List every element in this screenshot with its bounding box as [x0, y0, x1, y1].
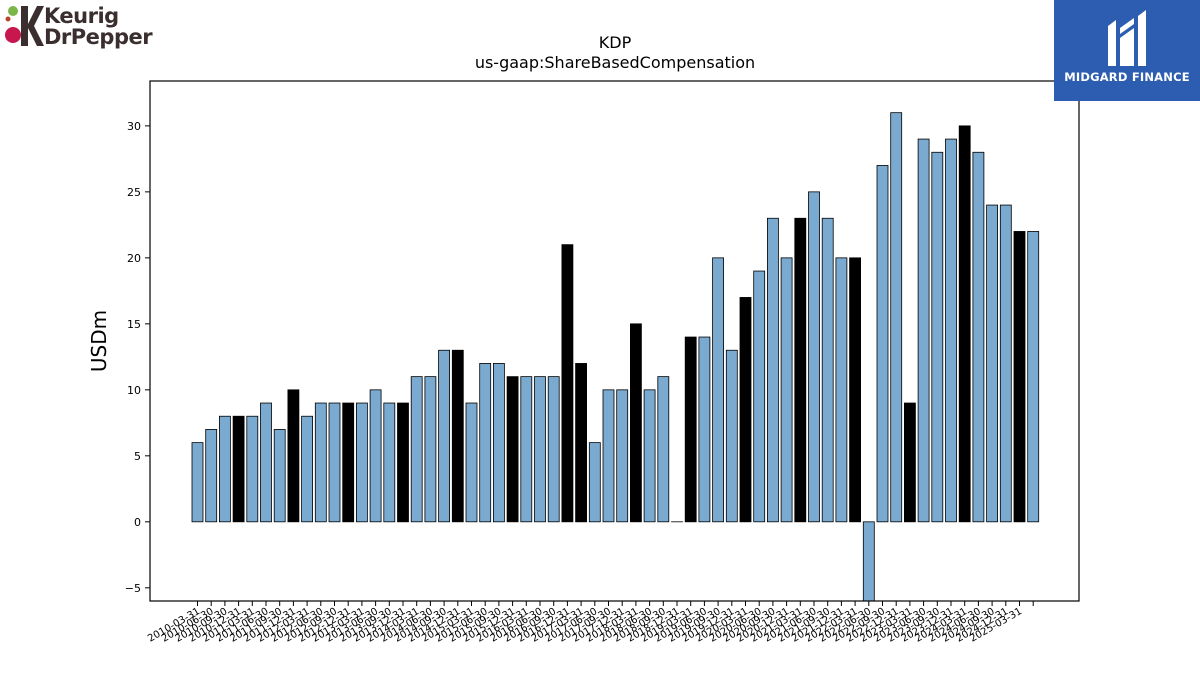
bar	[945, 138, 957, 523]
y-axis-ticks: −5 0 5 10 15 20 25 30	[125, 120, 150, 595]
midgard-mark-icon	[1108, 10, 1146, 66]
bar	[492, 363, 505, 523]
midgard-brand-text: MIDGARD FINANCE	[1064, 70, 1190, 84]
plot-frame	[149, 80, 1080, 602]
y-tick-label: −5	[125, 582, 141, 595]
bar	[890, 112, 903, 523]
bar	[1027, 231, 1040, 523]
bar	[287, 389, 300, 523]
bar	[273, 429, 286, 523]
chart-title: KDP	[599, 33, 632, 52]
y-tick-label: 10	[127, 384, 141, 397]
bar	[616, 389, 629, 523]
logo-line-drpepper: DrPepper	[44, 25, 153, 49]
y-tick-label: 25	[127, 186, 141, 199]
y-axis-label: USDm	[87, 310, 111, 372]
bar	[301, 415, 314, 523]
y-tick-label: 0	[134, 516, 141, 529]
bar	[643, 389, 656, 523]
bar	[725, 349, 738, 523]
bar	[520, 376, 533, 523]
bar	[479, 363, 492, 523]
bar	[986, 204, 998, 523]
bar	[1013, 231, 1026, 523]
bar	[849, 257, 861, 523]
bar	[575, 363, 587, 523]
bar	[794, 217, 807, 523]
bar	[328, 402, 341, 523]
y-tick-label: 20	[127, 252, 141, 265]
bar	[205, 429, 218, 523]
bar	[355, 402, 368, 523]
chart-subtitle: us-gaap:ShareBasedCompensation	[475, 53, 755, 72]
keurig-dr-pepper-logo: Keurig DrPepper	[4, 4, 154, 50]
bar-series	[191, 112, 1040, 602]
bar	[917, 138, 930, 523]
bar	[191, 442, 204, 523]
bar	[218, 415, 231, 523]
bar	[465, 402, 478, 523]
bar	[232, 415, 245, 523]
bar	[588, 442, 601, 523]
bar	[712, 257, 724, 523]
bar	[246, 415, 259, 523]
bar	[397, 402, 409, 523]
logo-line-keurig: Keurig	[44, 4, 119, 28]
bar	[972, 151, 985, 523]
bar	[410, 376, 423, 523]
bar	[657, 376, 670, 523]
kdp-logo-mark-icon	[5, 6, 44, 46]
y-tick-label: 15	[127, 318, 141, 331]
bar	[767, 217, 779, 523]
bar	[904, 402, 916, 523]
bar	[547, 376, 560, 523]
y-tick-label: 30	[127, 120, 141, 133]
bar	[424, 376, 437, 523]
x-axis-ticks: 2010-03-312010-06-302010-09-302010-12-31…	[146, 601, 1034, 645]
bar	[602, 389, 615, 523]
bar	[534, 376, 546, 523]
y-tick-label: 5	[134, 450, 141, 463]
bar	[821, 217, 834, 523]
bar	[451, 349, 464, 523]
bar	[684, 336, 697, 523]
bar	[383, 402, 396, 523]
bar	[876, 165, 889, 523]
bar	[958, 125, 971, 523]
bar	[369, 389, 382, 523]
bar	[342, 402, 355, 523]
bar	[698, 336, 711, 523]
bar	[753, 270, 766, 523]
bar	[808, 191, 820, 523]
bar	[739, 297, 752, 523]
bar	[506, 376, 519, 523]
bar	[835, 257, 848, 523]
bar	[862, 521, 875, 602]
bar	[931, 151, 944, 523]
midgard-finance-logo: MIDGARD FINANCE	[1054, 0, 1200, 101]
bar	[260, 402, 272, 523]
bar	[561, 244, 574, 523]
bar	[999, 204, 1012, 523]
bar	[438, 349, 451, 523]
bar	[314, 402, 327, 523]
bar	[780, 257, 793, 523]
bar	[630, 323, 642, 523]
